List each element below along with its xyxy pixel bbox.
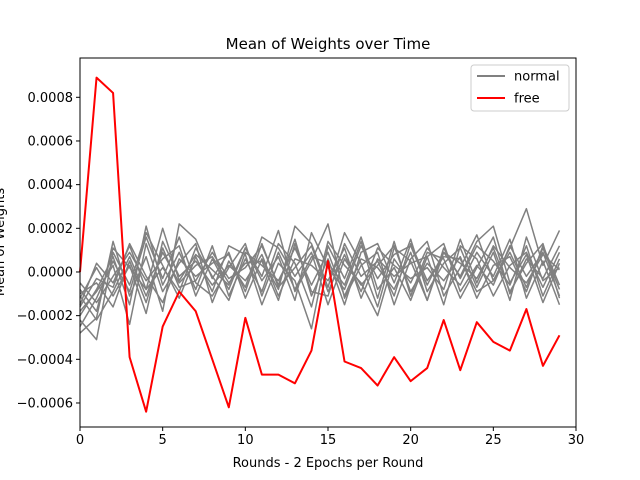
y-tick-label: 0.0002: [28, 222, 74, 237]
x-tick-label: 0: [76, 433, 84, 448]
x-axis: 0 5 10 15 20 25 30: [76, 427, 584, 448]
legend: normal free: [470, 64, 570, 112]
x-tick-label: 30: [568, 433, 585, 448]
x-tick-label: 15: [320, 433, 337, 448]
series-line-normal-2: [79, 223, 561, 334]
y-tick-label: −0.0004: [17, 353, 73, 368]
series-line-normal-1: [79, 207, 561, 306]
x-axis-label: Rounds - 2 Epochs per Round: [233, 456, 424, 471]
series-line-normal-8: [79, 225, 561, 317]
legend-label-free: free: [514, 92, 540, 107]
y-tick-label: 0.0004: [28, 178, 74, 193]
y-tick-label: −0.0002: [17, 309, 73, 324]
series-line-normal-12: [79, 242, 561, 321]
x-tick-label: 25: [485, 433, 502, 448]
series-layer: [79, 76, 561, 413]
x-tick-label: 10: [237, 433, 254, 448]
y-tick-label: −0.0006: [17, 396, 73, 411]
x-tick-label: 20: [402, 433, 419, 448]
y-axis: −0.0006 −0.0004 −0.0002 0.0000 0.0002 0.0004 0…: [17, 91, 80, 411]
series-line-normal-6: [79, 231, 561, 304]
series-line-free: [79, 76, 561, 413]
x-tick-label: 5: [159, 433, 167, 448]
y-tick-label: 0.0000: [28, 265, 74, 280]
series-line-normal-10: [79, 238, 560, 308]
series-line-normal-5: [79, 236, 561, 326]
series-line-normal-11: [79, 236, 561, 327]
legend-label-normal: normal: [514, 70, 560, 85]
y-tick-label: 0.0008: [28, 91, 74, 106]
chart-title: Mean of Weights over Time: [226, 35, 431, 53]
y-tick-label: 0.0006: [28, 134, 74, 149]
y-axis-label: Mean of Weights: [0, 188, 8, 297]
